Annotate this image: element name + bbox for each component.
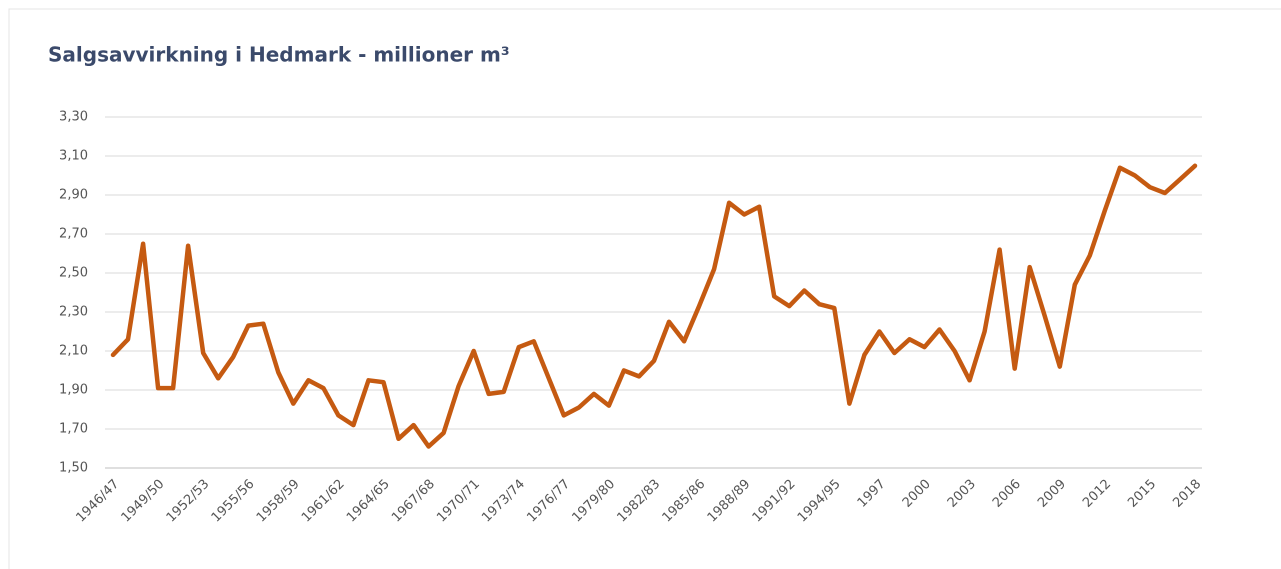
y-tick-label: 2,10 xyxy=(59,344,88,359)
y-tick-label: 2,70 xyxy=(59,227,88,242)
y-tick-label: 1,70 xyxy=(59,422,88,437)
y-tick-label: 1,90 xyxy=(59,383,88,398)
y-tick-label: 2,50 xyxy=(59,266,88,281)
y-tick-label: 1,50 xyxy=(59,461,88,476)
frame xyxy=(8,8,1281,569)
line xyxy=(110,163,1198,449)
y-tick-label: 3,30 xyxy=(59,110,88,125)
y-tick-label: 3,10 xyxy=(59,149,88,164)
chart-title: Salgsavvirkning i Hedmark - millioner m³ xyxy=(48,43,510,67)
y-tick-label: 2,30 xyxy=(59,305,88,320)
y-tick-label: 2,90 xyxy=(59,188,88,203)
